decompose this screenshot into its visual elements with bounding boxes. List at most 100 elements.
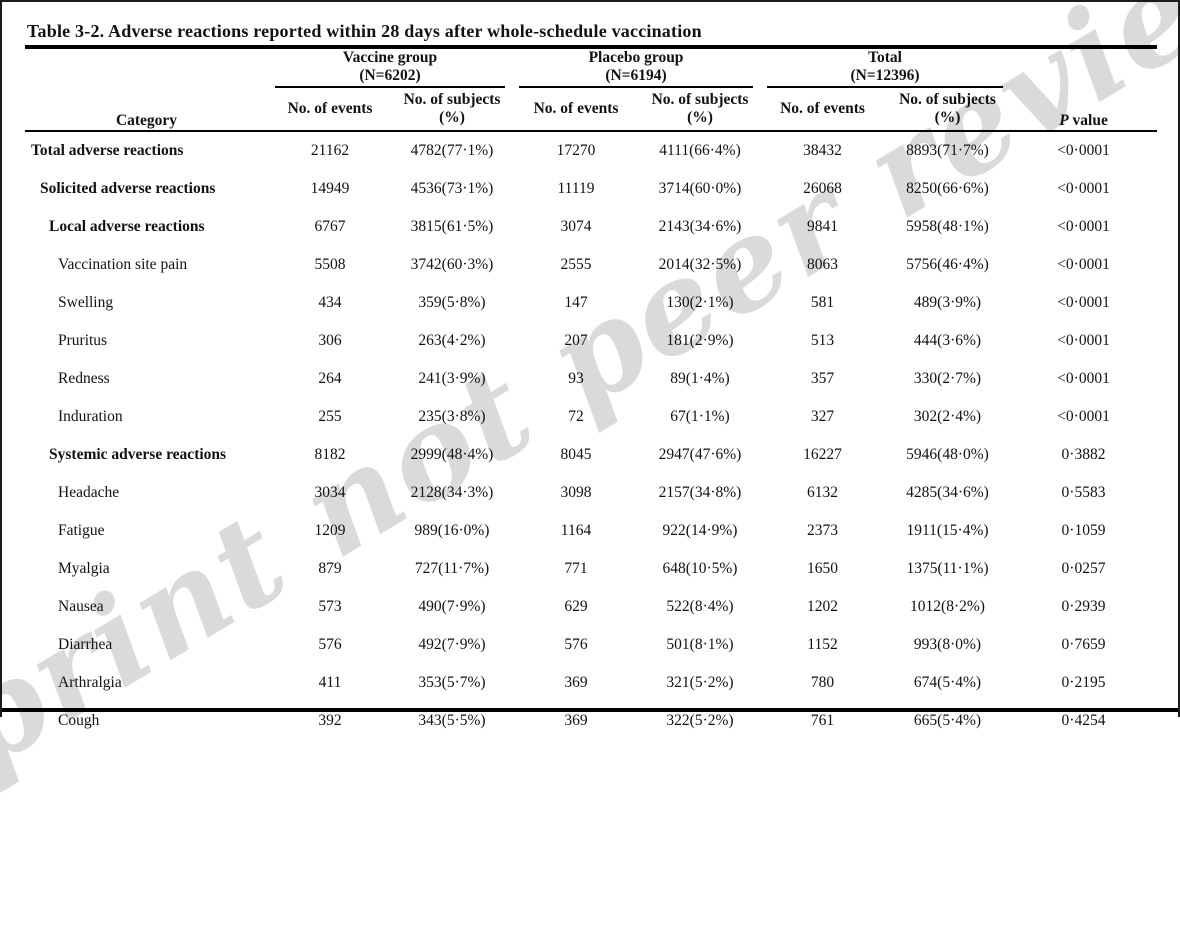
- row-value: 359(5·8%): [418, 294, 486, 311]
- subjects-header-line1: No. of subjects: [899, 91, 996, 108]
- row-value: 130(2·1%): [666, 294, 734, 311]
- row-value: 0·1059: [1061, 522, 1106, 539]
- column-header-category: Category: [25, 49, 268, 132]
- table-row: Local adverse reactions 6767 3815(61·5%) 30…: [25, 208, 1157, 246]
- row-value: 501(8·1%): [666, 636, 734, 653]
- row-value: 321(5·2%): [666, 674, 734, 691]
- table-row: Swelling 434 359(5·8%) 147 130(2·1%) 581 489(3…: [25, 284, 1157, 322]
- row-value: 1202: [807, 598, 838, 615]
- row-value: 357: [810, 370, 835, 387]
- column-header-placebo-events: No. of events: [512, 88, 640, 132]
- table-row: Redness 264 241(3·9%) 93 89(1·4%) 357 330(2·7%…: [25, 360, 1157, 398]
- row-value: <0·0001: [1057, 142, 1110, 159]
- row-value: 263(4·2%): [418, 332, 486, 349]
- row-value: 6132: [807, 484, 838, 501]
- row-value: 629: [564, 598, 588, 615]
- row-category: Redness: [58, 370, 110, 387]
- row-value: 4285(34·6%): [906, 484, 989, 501]
- column-header-pvalue: P value: [1010, 49, 1158, 132]
- vaccine-group-label: Vaccine group: [342, 49, 438, 66]
- table-title: Table 3-2. Adverse reactions reported wi…: [25, 10, 1157, 49]
- row-value: 14949: [310, 180, 350, 197]
- paper-page: Table 3-2. Adverse reactions reported wi…: [25, 10, 1158, 740]
- table-body: Total adverse reactions 21162 4782(77·1%) 1…: [25, 131, 1157, 740]
- row-value: 0·7659: [1061, 636, 1106, 653]
- table-bottom-rule: [0, 708, 1180, 712]
- row-category: Systemic adverse reactions: [49, 446, 227, 463]
- table-row: Pruritus 306 263(4·2%) 207 181(2·9%) 513 444(3…: [25, 322, 1157, 360]
- table-row: Fatigue 1209 989(16·0%) 1164 922(14·9%) 2373 1…: [25, 512, 1157, 550]
- row-value: 1911(15·4%): [906, 522, 989, 539]
- row-value: 573: [318, 598, 342, 615]
- row-value: <0·0001: [1057, 332, 1110, 349]
- row-value: 771: [564, 560, 588, 577]
- row-value: 2157(34·8%): [658, 484, 742, 501]
- column-header-vaccine-events: No. of events: [268, 88, 392, 132]
- row-value: 21162: [310, 142, 350, 159]
- row-value: 4536(73·1%): [410, 180, 494, 197]
- row-value: 26068: [803, 180, 842, 197]
- table-row: Headache 3034 2128(34·3%) 3098 2157(34·8%) 61…: [25, 474, 1157, 512]
- table-row: Solicited adverse reactions 14949 4536(73·…: [25, 170, 1157, 208]
- column-header-total-subjects: No. of subjects (%): [885, 88, 1011, 132]
- row-value: 2014(32·5%): [658, 256, 742, 273]
- row-value: 780: [810, 674, 835, 691]
- row-category: Local adverse reactions: [49, 218, 205, 235]
- row-value: 2947(47·6%): [658, 446, 742, 463]
- row-value: 2373: [807, 522, 838, 539]
- total-group-n: (N=12396): [850, 67, 920, 84]
- subjects-header-line1: No. of subjects: [651, 91, 749, 108]
- row-value: 513: [810, 332, 835, 349]
- column-group-vaccine: Vaccine group (N=6202): [268, 49, 512, 88]
- row-value: <0·0001: [1057, 370, 1110, 387]
- row-value: 17270: [556, 142, 596, 159]
- subjects-header-line2: (%): [934, 109, 961, 126]
- row-value: 330(2·7%): [913, 370, 982, 387]
- row-value: 434: [318, 294, 342, 311]
- row-value: 1012(8·2%): [910, 598, 985, 615]
- row-value: 576: [318, 636, 342, 653]
- row-value: 8893(71·7%): [906, 142, 989, 159]
- row-value: 89(1·4%): [670, 370, 730, 387]
- row-value: 0·5583: [1061, 484, 1106, 501]
- row-value: 444(3·6%): [913, 332, 982, 349]
- vaccine-group-n: (N=6202): [359, 67, 421, 84]
- row-value: 327: [810, 408, 835, 425]
- row-value: <0·0001: [1057, 180, 1110, 197]
- row-value: 5958(48·1%): [906, 218, 989, 235]
- row-value: 3034: [314, 484, 346, 501]
- row-value: 5508: [314, 256, 346, 273]
- row-value: 235(3·8%): [418, 408, 486, 425]
- row-value: 8250(66·6%): [906, 180, 989, 197]
- row-value: 8063: [807, 256, 838, 273]
- row-value: <0·0001: [1057, 218, 1110, 235]
- row-value: 0·2939: [1061, 598, 1106, 615]
- row-value: 581: [810, 294, 835, 311]
- row-category: Arthralgia: [58, 674, 122, 691]
- row-value: 181(2·9%): [666, 332, 734, 349]
- row-value: 255: [318, 408, 342, 425]
- adverse-reactions-table: Category Vaccine group (N=6202) Placebo …: [25, 49, 1158, 740]
- row-value: 2143(34·6%): [658, 218, 742, 235]
- column-header-total-events: No. of events: [760, 88, 885, 132]
- column-header-placebo-subjects: No. of subjects (%): [640, 88, 760, 132]
- row-value: 490(7·9%): [418, 598, 486, 615]
- row-value: 2128(34·3%): [410, 484, 494, 501]
- table-row: Arthralgia 411 353(5·7%) 369 321(5·2%) 780 674…: [25, 664, 1157, 702]
- row-value: 0·3882: [1061, 446, 1106, 463]
- row-value: 4111(66·4%): [659, 142, 741, 159]
- row-value: 67(1·1%): [670, 408, 730, 425]
- row-value: 576: [564, 636, 588, 653]
- row-value: 264: [318, 370, 342, 387]
- pvalue-italic-p: P: [1059, 112, 1069, 129]
- subjects-header-line2: (%): [439, 109, 465, 126]
- row-value: 241(3·9%): [418, 370, 486, 387]
- row-category: Fatigue: [58, 522, 105, 539]
- row-value: 648(10·5%): [662, 560, 738, 577]
- row-value: 11119: [557, 180, 595, 197]
- row-value: 147: [564, 294, 588, 311]
- table-row: Total adverse reactions 21162 4782(77·1%) 1…: [25, 131, 1157, 170]
- row-value: 306: [318, 332, 342, 349]
- row-value: 5756(46·4%): [906, 256, 989, 273]
- row-value: 302(2·4%): [913, 408, 982, 425]
